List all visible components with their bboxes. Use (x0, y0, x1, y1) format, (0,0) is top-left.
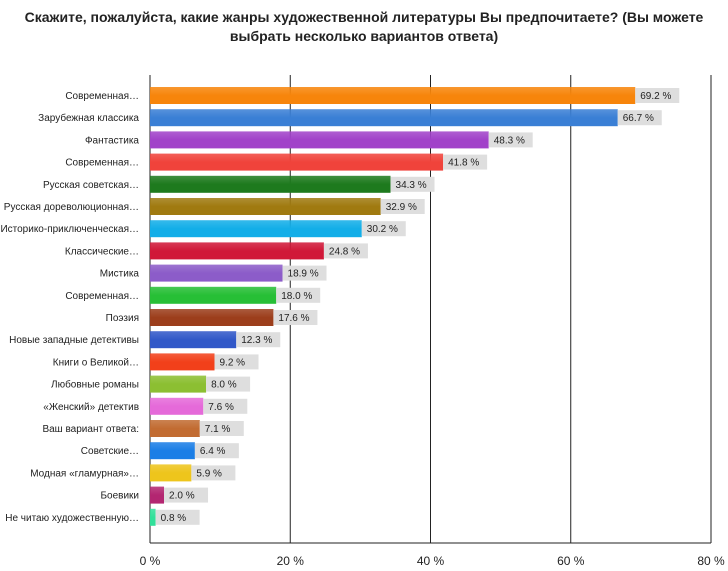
value-label: 66.7 % (623, 113, 654, 124)
value-label: 17.6 % (278, 313, 309, 324)
bar (150, 87, 636, 104)
category-label: Ваш вариант ответа: (42, 424, 139, 435)
bar (150, 442, 195, 460)
bar (150, 242, 324, 260)
value-label-box (164, 487, 209, 503)
value-label-box (282, 265, 327, 281)
value-label-box (488, 132, 533, 148)
value-label-box (199, 421, 244, 436)
bar (150, 420, 200, 437)
category-label: Русская дореволюционная… (4, 202, 139, 213)
value-label: 48.3 % (494, 135, 525, 146)
value-label-box (194, 443, 239, 459)
value-label: 9.2 % (220, 357, 246, 368)
value-label: 7.1 % (205, 424, 231, 435)
category-label: Современная… (65, 158, 139, 169)
category-label: Фантастика (85, 135, 139, 146)
value-label: 34.3 % (396, 180, 427, 191)
category-label: Модная «гламурная»… (30, 468, 139, 479)
value-label: 5.9 % (196, 468, 222, 479)
bar (150, 309, 274, 326)
bar (150, 397, 204, 415)
bar (150, 175, 391, 193)
value-label-box (273, 310, 318, 325)
value-label: 32.9 % (386, 202, 417, 213)
value-label-box (380, 199, 425, 214)
value-label-box (276, 287, 321, 303)
value-label-box (635, 88, 680, 103)
value-label: 6.4 % (200, 446, 226, 457)
bar (150, 375, 207, 393)
bar (150, 264, 283, 282)
value-label-box (443, 154, 488, 170)
value-label-box (155, 509, 200, 525)
category-label: Историко-приключенческая… (0, 224, 139, 235)
value-label-box (323, 243, 368, 259)
category-label: Мистика (100, 269, 140, 280)
bar (150, 286, 277, 304)
category-label: Современная… (65, 91, 139, 102)
value-label-box (390, 176, 435, 192)
x-tick-label: 80 % (697, 554, 725, 568)
bar (150, 353, 215, 371)
bar (150, 109, 618, 127)
value-label-box (191, 465, 236, 481)
value-label-box (617, 110, 662, 126)
bar (150, 198, 381, 215)
value-label: 0.8 % (161, 513, 187, 524)
category-label: Зарубежная классика (38, 112, 139, 124)
category-label: Русская советская… (43, 180, 139, 191)
value-label: 7.6 % (208, 402, 234, 413)
value-label: 2.0 % (169, 491, 195, 502)
value-label: 69.2 % (640, 91, 671, 102)
value-label-box (236, 332, 281, 348)
chart-title: Скажите, пожалуйста, какие жанры художес… (24, 9, 704, 44)
x-tick-label: 20 % (277, 554, 305, 568)
x-tick-label: 0 % (140, 554, 161, 568)
category-labels: Современная… Зарубежная классика Фантастик… (0, 91, 139, 524)
bar (150, 464, 192, 482)
x-tick-label: 60 % (557, 554, 585, 568)
category-label: Любовные романы (51, 379, 139, 391)
value-label: 24.8 % (329, 246, 360, 257)
category-label: Современная… (65, 291, 139, 302)
bar (150, 508, 156, 526)
category-label: Классические… (65, 246, 139, 257)
value-label: 12.3 % (241, 335, 272, 346)
category-label: Советские… (81, 446, 139, 457)
category-label: Поэзия (106, 313, 139, 324)
bar (150, 220, 362, 238)
value-label-box (214, 354, 259, 370)
bar (150, 486, 165, 504)
x-tick-labels: 0 % 20 % 40 % 60 % 80 % (140, 554, 725, 568)
value-label: 18.0 % (281, 291, 312, 302)
bar (150, 331, 237, 349)
value-label: 30.2 % (367, 224, 398, 235)
x-tick-label: 40 % (417, 554, 445, 568)
value-label-box (361, 221, 406, 237)
category-label: «Женский» детектив (43, 402, 139, 413)
bar (150, 131, 489, 149)
value-label-box (203, 398, 248, 414)
category-label: Не читаю художественную… (5, 513, 139, 524)
value-label: 8.0 % (211, 380, 237, 391)
bar (150, 153, 444, 171)
category-label: Боевики (100, 491, 139, 502)
category-label: Новые западные детективы (9, 335, 139, 346)
bars-layer: 69.2 % 66.7 % 48.3 % 41.8 % 34.3 % 32.9 % 30.2… (150, 87, 680, 526)
value-label: 18.9 % (288, 269, 319, 280)
value-label-box (206, 376, 251, 392)
category-label: Книги о Великой… (53, 357, 139, 368)
value-label: 41.8 % (448, 158, 479, 169)
